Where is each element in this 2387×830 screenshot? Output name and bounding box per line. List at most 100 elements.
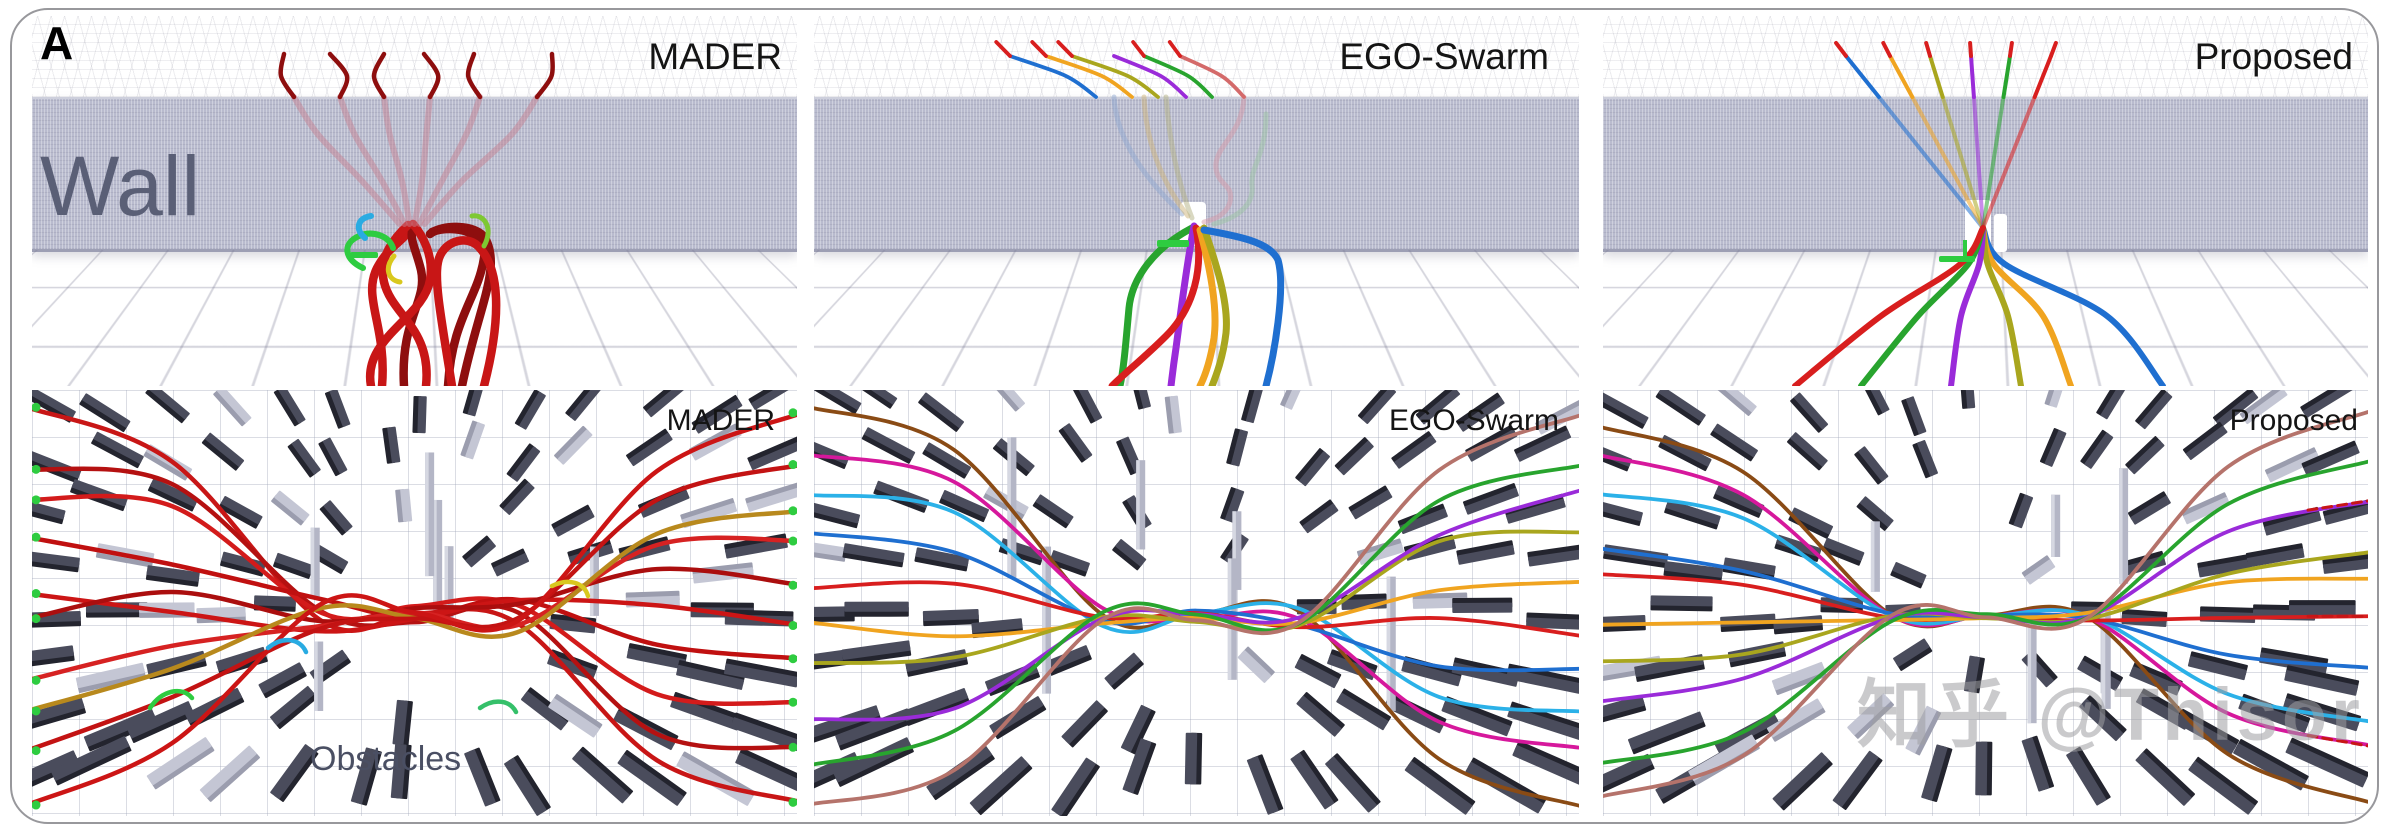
obstacle-top	[1963, 655, 1980, 693]
obstacle-top	[1296, 695, 1342, 737]
wall-block	[32, 97, 797, 252]
obstacle-bar	[1452, 597, 1513, 614]
pillar	[2101, 610, 2111, 709]
obstacle-bar	[258, 662, 307, 699]
obstacle-bar	[2021, 555, 2056, 585]
obstacle-top	[2303, 445, 2360, 476]
trajectory-path	[32, 463, 797, 752]
obstacle-top	[557, 429, 593, 465]
obstacle-top	[2284, 670, 2359, 696]
obstacle-bar	[1832, 750, 1883, 810]
trajectory-path	[1131, 40, 1146, 58]
obstacle-side	[1391, 431, 1434, 465]
obstacle-bar	[565, 390, 602, 421]
obstacle-top	[1327, 654, 1376, 681]
obstacle-bar	[1456, 540, 1515, 565]
obstacle-bar	[2096, 390, 2128, 420]
obstacle-bar	[1184, 732, 1203, 785]
obstacle-side	[273, 390, 302, 427]
obstacle-top	[572, 750, 630, 804]
obstacle-top	[2021, 737, 2050, 792]
start-dot	[32, 464, 41, 474]
obstacle-bar	[1772, 752, 1833, 811]
trajectory-path	[1980, 225, 2166, 386]
pillar-highlight	[1136, 460, 1140, 550]
trajectory-path	[278, 51, 297, 100]
bottom-panel-proposed: Proposed	[1603, 390, 2368, 816]
obstacle-bar	[1415, 390, 1461, 425]
obstacle-top	[270, 685, 315, 726]
obstacle-top	[1441, 700, 1511, 737]
obstacle-top	[1793, 392, 1829, 430]
obstacle-top	[32, 610, 81, 624]
trajectory-path	[814, 531, 1579, 673]
obstacle-side	[846, 390, 895, 409]
obstacle-top	[32, 494, 66, 520]
obstacle-top	[749, 439, 797, 471]
obstacle-top	[1077, 390, 1103, 422]
obstacle-top	[814, 606, 855, 618]
obstacle-top	[1832, 750, 1879, 808]
obstacle-side	[643, 390, 685, 414]
obstacle-top	[1772, 752, 1830, 807]
obstacle-top	[1120, 704, 1152, 753]
obstacle-top	[2188, 760, 2255, 815]
obstacle-side	[1295, 448, 1327, 483]
obstacle-bar	[1847, 693, 1895, 739]
trajectories-wall-mader	[278, 51, 555, 386]
trajectory-path	[32, 466, 797, 751]
obstacle-bar	[1713, 485, 1765, 518]
obstacle-bar	[1348, 485, 1393, 520]
obstacle-bar	[2079, 695, 2127, 742]
obstacle-side	[918, 396, 961, 432]
pillar-highlight	[1232, 511, 1236, 590]
trajectory-path	[1201, 94, 1247, 225]
obstacle-bar	[1821, 537, 1865, 566]
obstacle-side	[987, 390, 1022, 412]
obstacle-bar	[1058, 423, 1093, 463]
obstacle-bar	[127, 701, 195, 743]
obstacle-top	[924, 442, 972, 475]
start-marker	[350, 252, 378, 258]
trajectory-path	[291, 94, 403, 227]
start-dot	[32, 614, 41, 624]
trajectory-path	[1968, 41, 1973, 58]
obstacle-bar	[2008, 492, 2034, 529]
obstacle-top	[617, 754, 684, 806]
obstacle-top	[1723, 557, 1776, 576]
obstacle-side	[814, 390, 859, 415]
obstacle-bar	[1051, 757, 1100, 816]
obstacle-bar	[2300, 390, 2354, 418]
obstacle-bar	[1072, 390, 1103, 424]
trajectory-path	[421, 94, 540, 227]
top-panel-mader: Wall MADER	[32, 16, 797, 386]
obstacle-top	[1528, 547, 1579, 567]
end-dot	[788, 621, 797, 631]
obstacle-bar	[1710, 423, 1758, 462]
trajectory-path	[1969, 54, 1976, 99]
sky-grid	[32, 16, 797, 97]
obstacle-top	[1224, 488, 1245, 523]
obstacle-bar	[1603, 695, 1647, 733]
obstacle-top	[1394, 435, 1437, 469]
obstacle-bar	[1325, 753, 1381, 813]
obstacle-bar	[32, 448, 82, 483]
obstacle-top	[2289, 605, 2356, 616]
obstacle-top	[1790, 432, 1828, 467]
obstacle-side	[554, 425, 589, 462]
obstacle-top	[521, 691, 568, 731]
obstacle-bar	[1404, 757, 1476, 815]
obstacle-bar	[1663, 561, 1723, 583]
obstacle-top	[1384, 697, 1445, 734]
obstacle-bar	[319, 500, 353, 536]
obstacle-top	[646, 390, 688, 418]
obstacle-bar	[2289, 600, 2356, 616]
obstacle-top	[553, 509, 595, 537]
obstacle-top	[146, 565, 200, 582]
obstacle-bar	[2285, 737, 2368, 788]
obstacle-top	[1537, 401, 1579, 435]
obstacle-bar	[146, 737, 215, 790]
obstacle-side	[565, 390, 599, 418]
obstacle-bar	[1120, 704, 1156, 755]
obstacle-bar	[1712, 390, 1757, 416]
